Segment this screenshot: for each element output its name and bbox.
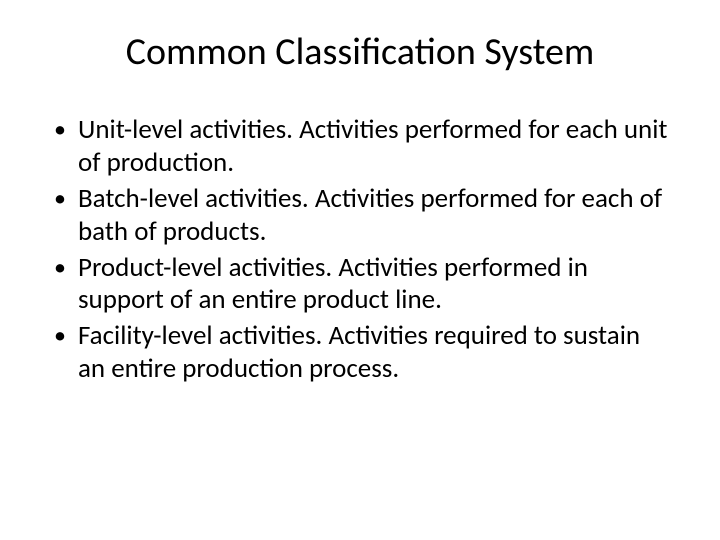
list-item: Batch-level activities. Activities perfo… — [54, 183, 672, 249]
slide-title: Common Classification System — [48, 32, 672, 74]
slide: Common Classification System Unit-level … — [0, 0, 720, 540]
list-item: Facility-level activities. Activities re… — [54, 320, 672, 386]
list-item: Product-level activities. Activities per… — [54, 252, 672, 318]
bullet-list: Unit-level activities. Activities perfor… — [48, 114, 672, 387]
list-item: Unit-level activities. Activities perfor… — [54, 114, 672, 180]
